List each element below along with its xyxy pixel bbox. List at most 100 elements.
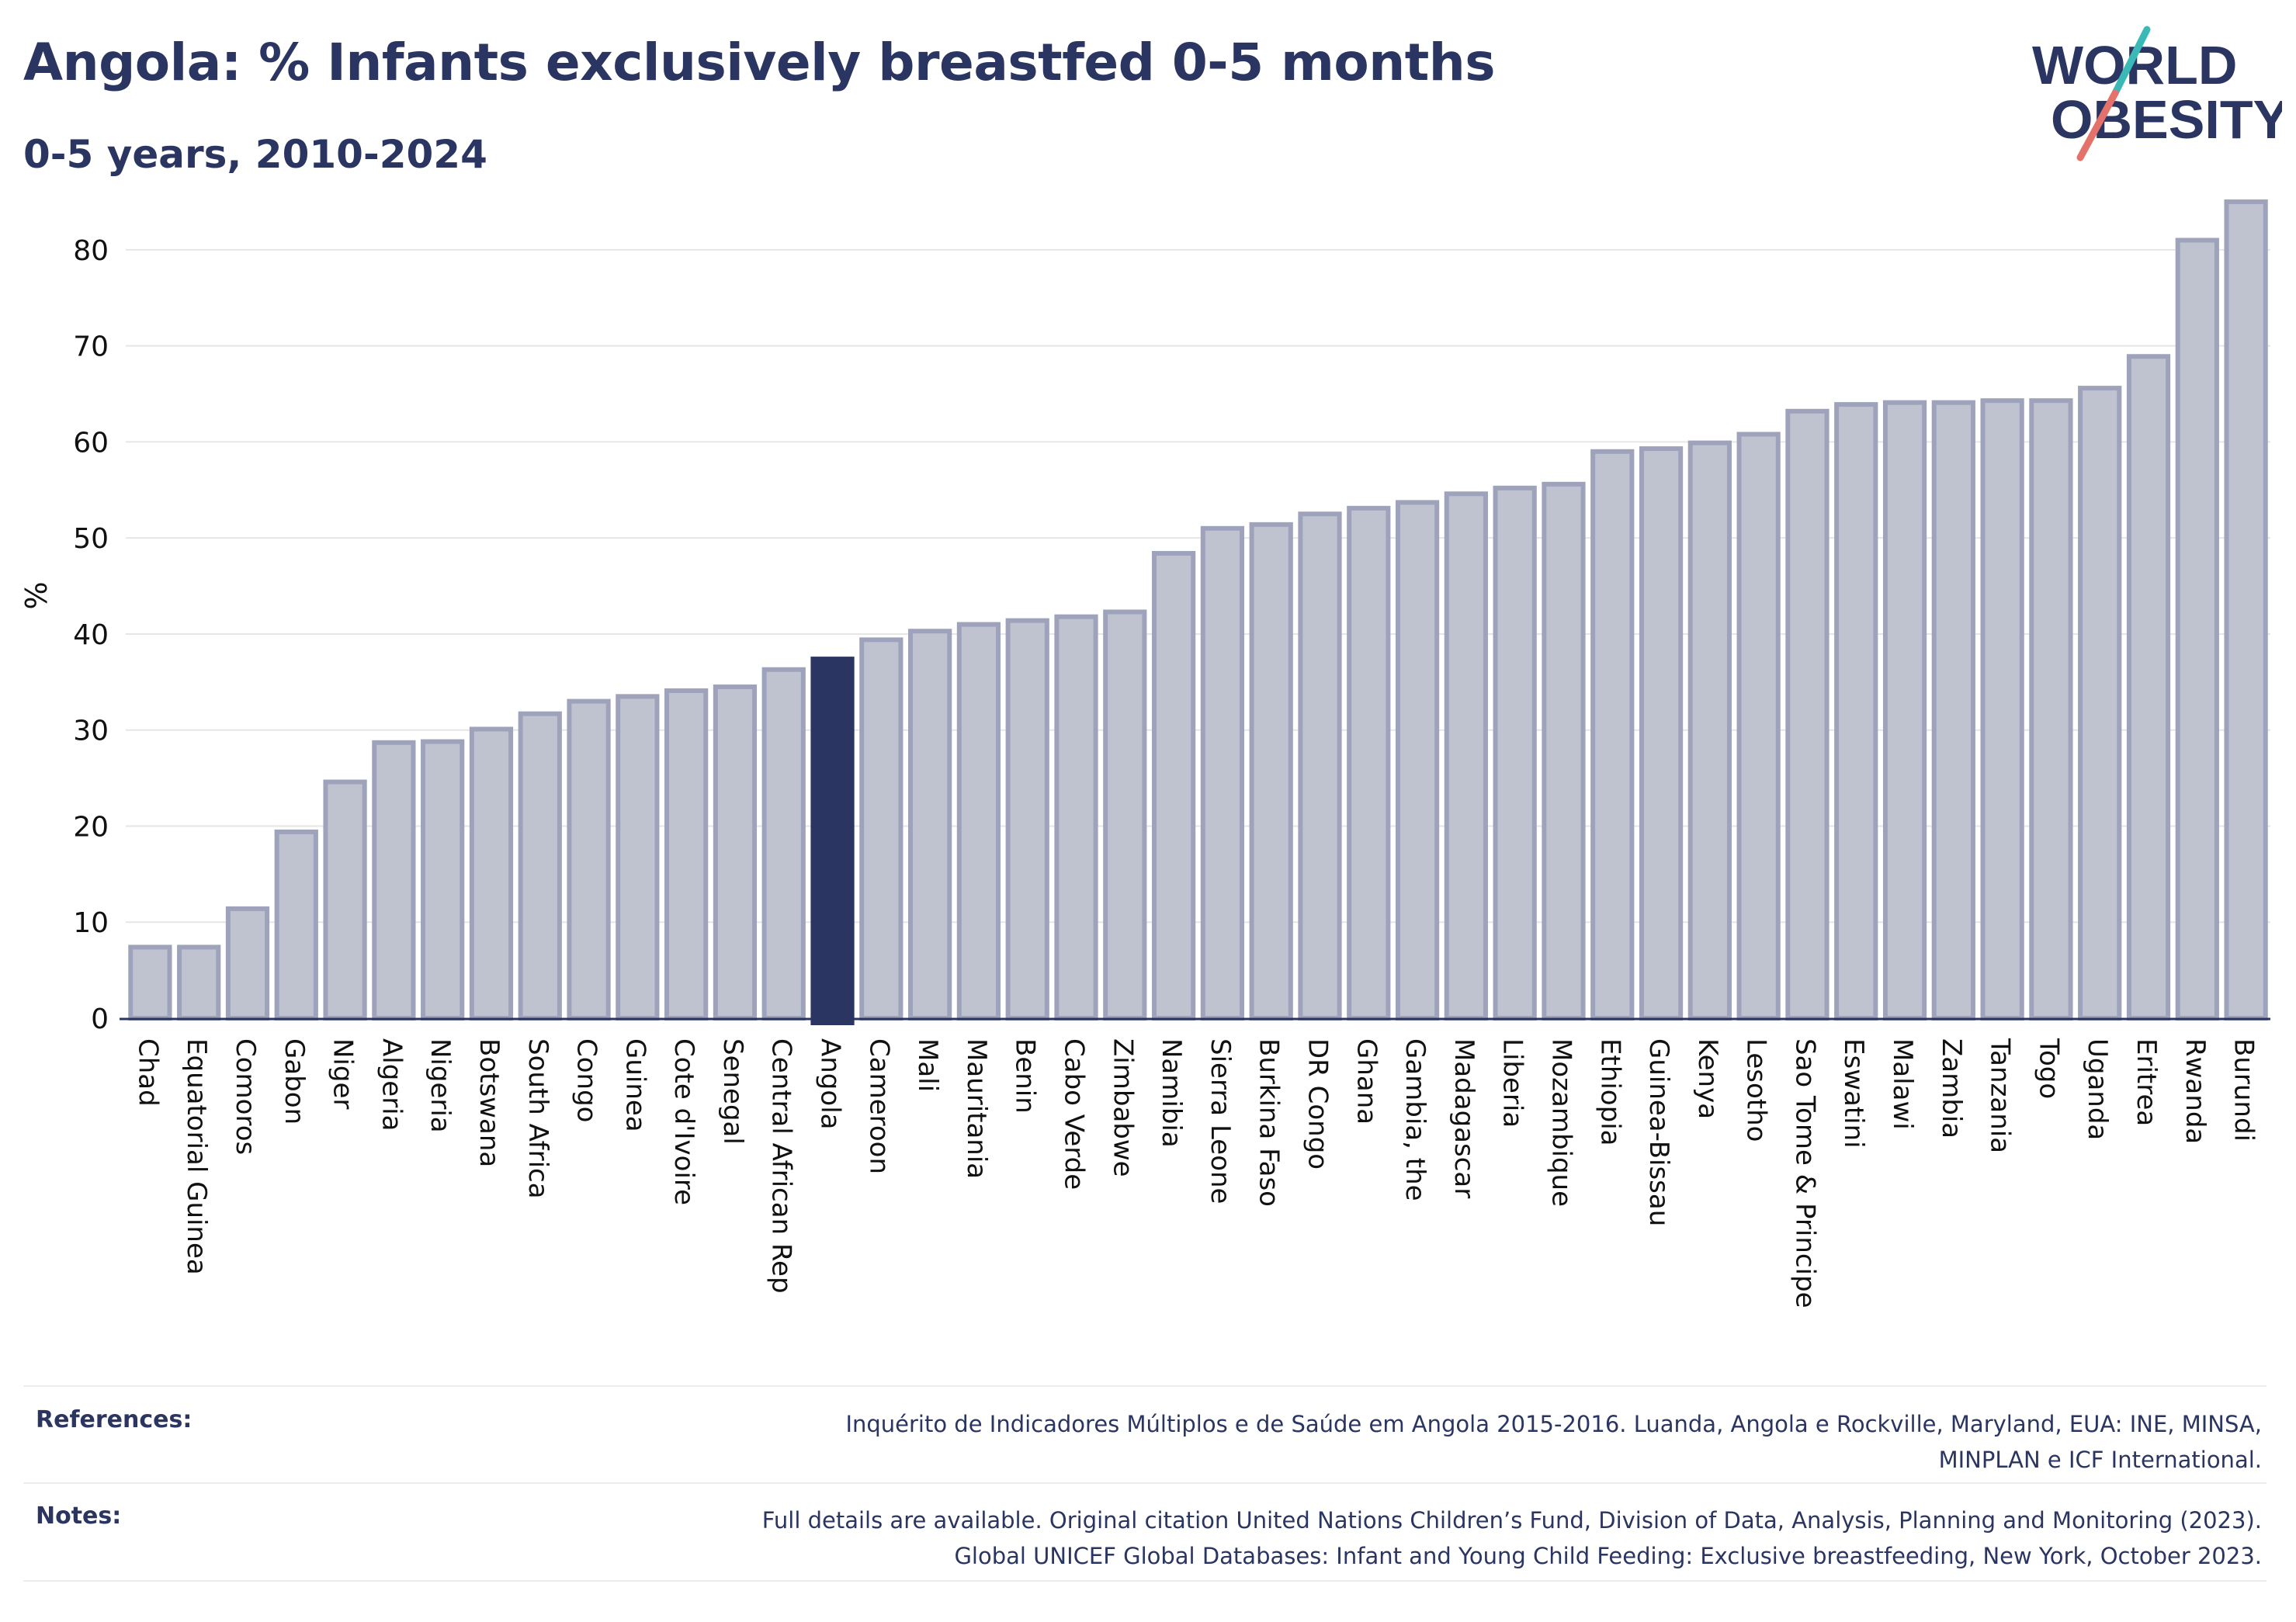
x-tick-label: Rwanda xyxy=(2180,1038,2211,1144)
bar xyxy=(1493,485,1537,1021)
bar xyxy=(1347,505,1391,1021)
bar xyxy=(2078,386,2122,1021)
x-tick-label: Equatorial Guinea xyxy=(181,1038,212,1275)
x-tick-label: Namibia xyxy=(1156,1038,1187,1148)
x-tick-label: Ghana xyxy=(1351,1038,1382,1125)
bar-highlighted xyxy=(810,657,855,1025)
bar xyxy=(1542,481,1586,1021)
y-tick-label: 20 xyxy=(73,811,109,843)
bars xyxy=(128,199,2268,1025)
y-axis-title: % xyxy=(19,581,54,609)
bar xyxy=(1590,449,1635,1021)
world-obesity-logo: WORLD OBESITY xyxy=(2032,26,2282,161)
x-tick-label: Guinea xyxy=(619,1038,650,1132)
references-line-2: MINPLAN e ICF International. xyxy=(1938,1447,2262,1473)
bar xyxy=(859,637,903,1021)
x-tick-label: Algeria xyxy=(376,1038,407,1131)
y-axis-ticks: 0 10 20 30 40 50 60 70 80 xyxy=(73,235,109,1035)
x-tick-label: Sao Tome & Principe xyxy=(1789,1038,1820,1308)
bar xyxy=(1882,400,1927,1021)
x-tick-label: Zambia xyxy=(1936,1038,1967,1139)
x-tick-label: Niger xyxy=(328,1038,359,1109)
y-tick-label: 80 xyxy=(73,235,109,267)
x-tick-label: Gambia, the xyxy=(1399,1038,1431,1201)
x-tick-label: Sierra Leone xyxy=(1205,1038,1236,1204)
x-tick-label: Lesotho xyxy=(1741,1038,1772,1142)
chart-title: Angola: % Infants exclusively breastfed … xyxy=(23,33,1496,92)
y-tick-label: 0 xyxy=(91,1003,109,1035)
x-tick-label: Ethiopia xyxy=(1594,1038,1625,1145)
x-axis-labels: Chad Equatorial Guinea Comoros Gabon Niger Al… xyxy=(132,1038,2259,1308)
x-tick-label: Zimbabwe xyxy=(1107,1038,1138,1177)
bar xyxy=(1687,440,1732,1021)
bar xyxy=(2029,398,2073,1021)
x-tick-label: Madagascar xyxy=(1448,1038,1479,1198)
bar xyxy=(421,739,465,1021)
x-tick-label: Tanzania xyxy=(1985,1038,2016,1153)
bar xyxy=(372,740,416,1021)
x-tick-label: Cote d'Ivoire xyxy=(668,1038,699,1205)
x-tick-label: Burkina Faso xyxy=(1254,1038,1285,1207)
x-tick-label: Cameroon xyxy=(863,1038,894,1174)
x-tick-label: Mauritania xyxy=(961,1038,992,1179)
x-tick-label: Guinea-Bissau xyxy=(1643,1038,1674,1226)
logo-teal-slash xyxy=(2111,26,2151,97)
footer-divider-middle xyxy=(23,1482,2267,1484)
x-tick-label: Senegal xyxy=(717,1038,748,1145)
bar xyxy=(664,688,709,1021)
bar xyxy=(177,944,221,1021)
bar xyxy=(1249,522,1293,1021)
x-tick-label: Eritrea xyxy=(2131,1038,2162,1126)
bar xyxy=(713,684,758,1021)
bar xyxy=(956,622,1001,1021)
x-tick-label: Mozambique xyxy=(1545,1038,1576,1207)
references-text: Inquérito de Indicadores Múltiplos e de … xyxy=(845,1406,2267,1478)
notes-row: Notes: Full details are available. Origi… xyxy=(23,1502,2267,1574)
bar xyxy=(1200,525,1245,1021)
bar xyxy=(1103,609,1147,1021)
bar xyxy=(1834,402,1878,1021)
bar xyxy=(1785,408,1830,1021)
bar xyxy=(761,667,806,1021)
x-tick-label: Cabo Verde xyxy=(1059,1038,1090,1190)
bar xyxy=(2175,237,2219,1021)
bar xyxy=(908,629,952,1021)
x-tick-label: Angola xyxy=(815,1038,846,1129)
x-tick-label: Botswana xyxy=(473,1038,505,1167)
logo-coral-slash xyxy=(2076,89,2119,161)
bar xyxy=(1931,400,1975,1021)
bar xyxy=(1395,500,1440,1021)
notes-line-1: Full details are available. Original cit… xyxy=(761,1507,2262,1534)
x-tick-label: Liberia xyxy=(1497,1038,1528,1128)
bar xyxy=(1298,511,1342,1021)
x-tick-label: Kenya xyxy=(1692,1038,1723,1119)
x-tick-label: Chad xyxy=(132,1038,163,1107)
references-line-1: Inquérito de Indicadores Múltiplos e de … xyxy=(845,1411,2262,1437)
x-tick-label: Mali xyxy=(912,1038,943,1092)
y-tick-label: 30 xyxy=(73,716,109,747)
notes-text: Full details are available. Original cit… xyxy=(762,1502,2267,1574)
x-tick-label: DR Congo xyxy=(1302,1038,1333,1170)
x-tick-label: South Africa xyxy=(522,1038,553,1199)
bar xyxy=(323,779,367,1021)
chart-subtitle: 0-5 years, 2010-2024 xyxy=(23,132,487,177)
bar xyxy=(567,698,611,1021)
x-tick-label: Togo xyxy=(2033,1038,2064,1099)
bar xyxy=(2126,354,2171,1021)
bar xyxy=(469,726,514,1021)
references-row: References: Inquérito de Indicadores Múl… xyxy=(23,1406,2267,1478)
footer-divider-top xyxy=(23,1385,2267,1387)
y-tick-label: 60 xyxy=(73,427,109,459)
bar xyxy=(1054,614,1098,1021)
x-tick-label: Eswatini xyxy=(1838,1038,1869,1149)
bar xyxy=(225,906,270,1021)
bar xyxy=(274,829,318,1021)
notes-line-2: Global UNICEF Global Databases: Infant a… xyxy=(954,1543,2262,1569)
bar xyxy=(1736,431,1781,1021)
bar xyxy=(1444,491,1488,1021)
x-tick-label: Nigeria xyxy=(425,1038,456,1133)
x-tick-label: Gabon xyxy=(279,1038,310,1125)
bar xyxy=(616,694,660,1021)
y-tick-label: 40 xyxy=(73,619,109,651)
